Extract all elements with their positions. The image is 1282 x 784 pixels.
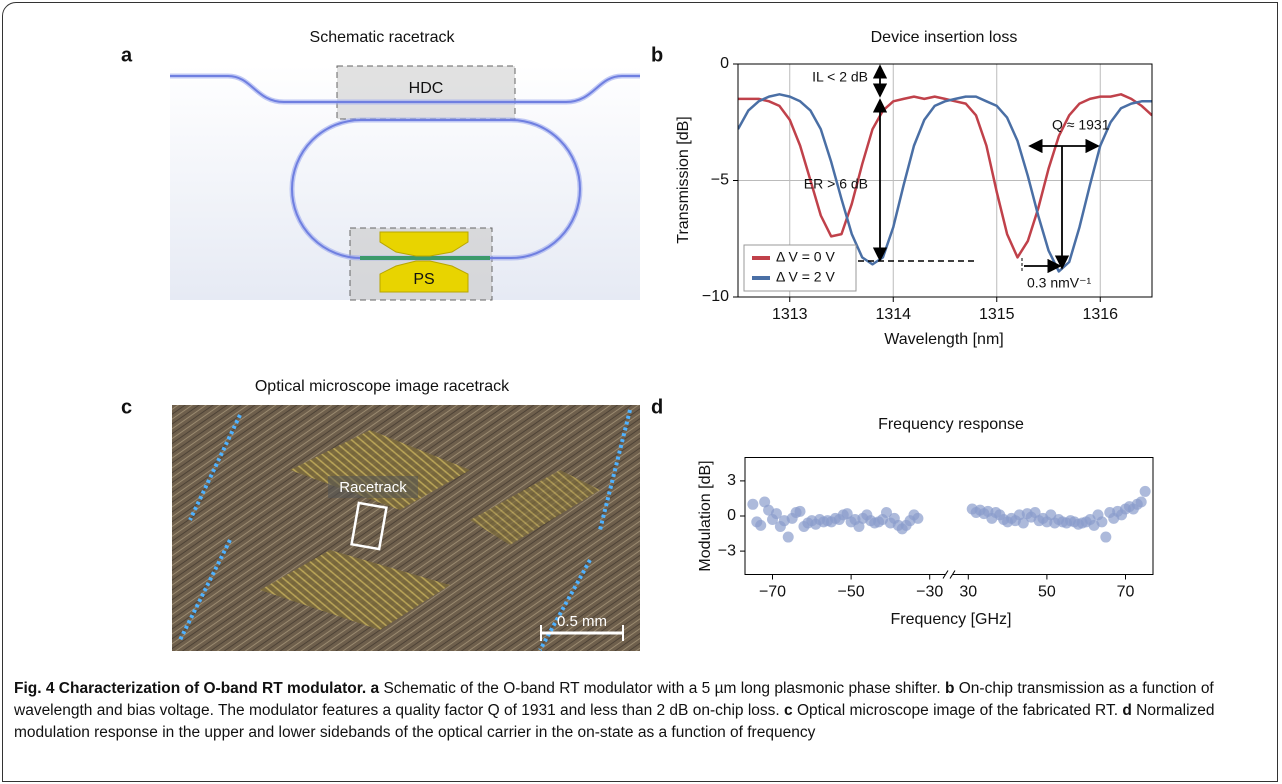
line-series xyxy=(738,93,1152,273)
x-tick-label: 50 xyxy=(1038,584,1056,601)
caption-title: Fig. 4 Characterization of O-band RT mod… xyxy=(14,680,367,697)
chart-title: Device insertion loss xyxy=(871,29,1018,46)
scale-bar-label: 0.5 mm xyxy=(557,613,607,630)
annotation: Q ≈ 1931 xyxy=(1052,117,1110,133)
caption-text: Normalized modulation response in the up… xyxy=(14,702,1215,741)
panel-title: Schematic racetrack xyxy=(310,29,456,46)
electrode-bottom xyxy=(379,260,469,293)
x-tick-label: 1313 xyxy=(772,306,808,323)
x-tick-label: −30 xyxy=(916,584,943,601)
caption-label: a xyxy=(370,680,380,697)
hdc-label: HDC xyxy=(409,80,444,97)
panel-label: d xyxy=(651,396,663,418)
grating-array xyxy=(538,559,592,651)
x-tick-label: −50 xyxy=(838,584,865,601)
axis-break-mark xyxy=(949,570,956,579)
panel-title: Optical microscope image racetrack xyxy=(255,378,510,395)
x-axis-label: Wavelength [nm] xyxy=(884,331,1003,348)
scatter-point xyxy=(1029,506,1041,518)
annotation: 0.3 nmV⁻¹ xyxy=(1027,275,1092,291)
caption-label: d xyxy=(1122,702,1132,719)
microscope-image: Racetrack 0.5 mm xyxy=(172,405,640,651)
y-tick-label: −5 xyxy=(711,172,729,189)
racetrack-label: Racetrack xyxy=(339,479,407,496)
electrode-top xyxy=(379,231,469,257)
y-tick-label: 3 xyxy=(727,472,736,489)
axis-break xyxy=(945,571,953,578)
caption-label: c xyxy=(784,702,793,719)
ps-label: PS xyxy=(413,271,434,288)
hdc-box xyxy=(336,65,516,120)
annotation: ER > 6 dB xyxy=(804,176,868,192)
scatter-point xyxy=(1017,517,1029,529)
axis-break-mark xyxy=(942,570,949,579)
schematic: HDC PS xyxy=(170,65,640,301)
y-axis-label: Modulation [dB] xyxy=(697,460,714,571)
bus-waveguide-core xyxy=(170,75,640,103)
legend-label: Δ V = 0 V xyxy=(776,249,835,265)
caption-text: Optical microscope image of the fabricat… xyxy=(796,702,1119,719)
legend-label: Δ V = 2 V xyxy=(776,269,835,285)
caption-label: b xyxy=(944,680,955,697)
x-tick-label: 1314 xyxy=(875,306,911,323)
x-axis-label: Frequency [GHz] xyxy=(891,611,1012,628)
panel-label: b xyxy=(651,44,663,66)
scatter-point xyxy=(782,531,794,543)
x-tick-label: 30 xyxy=(959,584,977,601)
chart-title: Frequency response xyxy=(878,416,1024,433)
y-axis-label: Transmission [dB] xyxy=(675,116,692,243)
racetrack-highlight xyxy=(350,501,388,551)
scatter-point xyxy=(1100,531,1112,543)
metal-traces xyxy=(290,430,470,510)
y-tick-label: 0 xyxy=(720,55,729,72)
scatter-point xyxy=(1139,485,1151,497)
legend-box xyxy=(743,244,857,292)
panel-label: a xyxy=(121,44,133,66)
scatter-point xyxy=(853,521,865,533)
y-tick-label: −3 xyxy=(718,542,736,559)
scatter-point xyxy=(880,506,892,518)
x-tick-label: 70 xyxy=(1117,584,1135,601)
caption-text: On-chip transmission as a function of wa… xyxy=(14,680,1214,719)
scatter-point xyxy=(794,505,806,517)
scatter-point xyxy=(912,512,924,524)
metal-traces xyxy=(260,550,450,630)
metal-traces xyxy=(470,470,600,545)
scatter-point xyxy=(747,498,759,510)
x-tick-label: 1316 xyxy=(1082,306,1118,323)
x-tick-label: 1315 xyxy=(979,306,1015,323)
y-tick-label: 0 xyxy=(727,507,736,524)
scatter-point xyxy=(1096,516,1108,528)
figure: a Schematic racetrack HDC PS c Optical m… xyxy=(121,29,1154,651)
y-tick-label: −10 xyxy=(702,288,729,305)
line-series xyxy=(738,93,1152,259)
scatter-point xyxy=(841,508,853,520)
grating-array xyxy=(178,539,232,641)
caption-text: Schematic of the O-band RT modulator wit… xyxy=(383,680,941,697)
panel-label: c xyxy=(121,396,132,418)
scatter-point xyxy=(755,519,767,531)
x-tick-label: −70 xyxy=(759,584,786,601)
caption: Fig. 4 Characterization of O-band RT mod… xyxy=(14,678,1270,744)
grating-array xyxy=(598,409,632,531)
annotation: IL < 2 dB xyxy=(812,69,868,85)
scatter-point xyxy=(1135,496,1147,508)
scatter-point xyxy=(770,508,782,520)
plot-frame xyxy=(737,63,1153,298)
grating-array xyxy=(188,414,242,521)
scatter-point xyxy=(759,496,771,508)
label-background xyxy=(328,476,418,498)
